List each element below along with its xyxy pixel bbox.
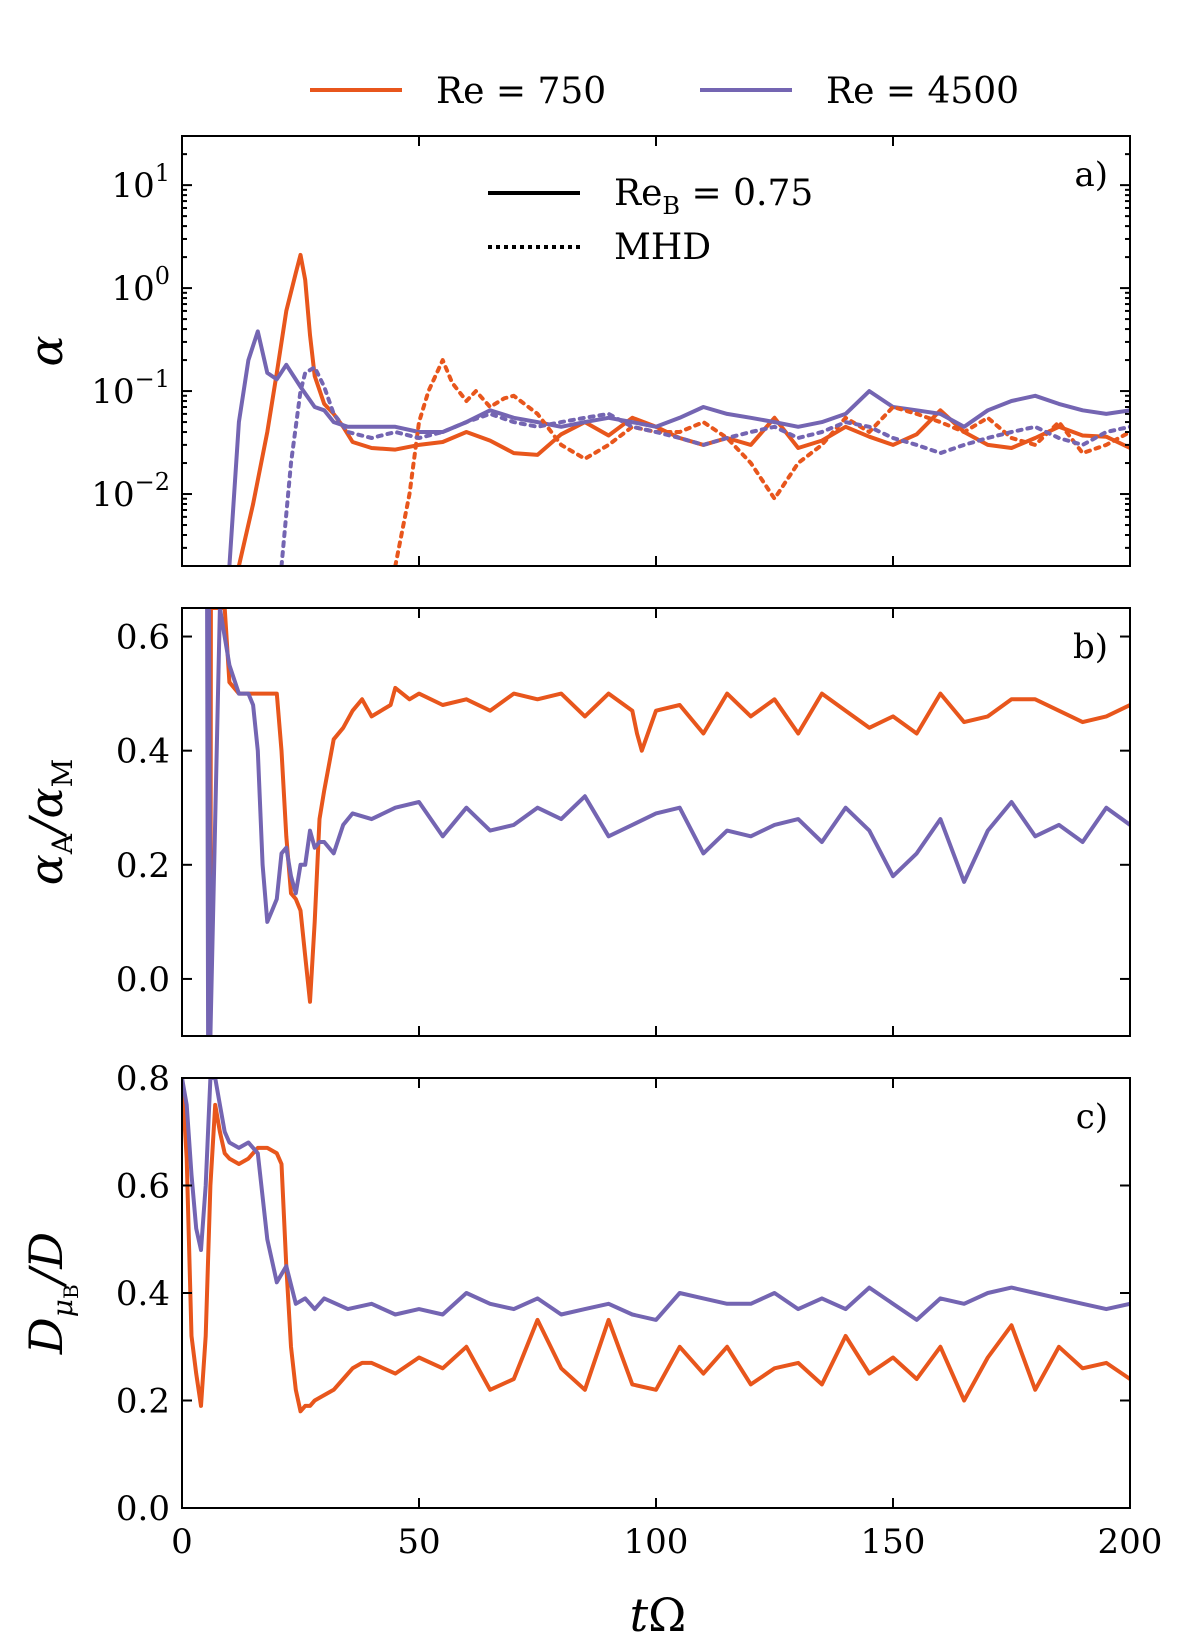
y-tick-label: 0.6 — [116, 1167, 170, 1207]
y-axis-label: DμB/D — [19, 1232, 83, 1355]
series-line-1-1 — [205, 608, 1130, 1036]
series-group — [182, 1078, 1130, 1414]
y-tick-label: 0.4 — [116, 1274, 170, 1314]
legend-label-mhd: MHD — [614, 227, 711, 268]
legend-label-re750: Re = 750 — [436, 71, 606, 112]
series-line-2-1 — [182, 1078, 1130, 1322]
series-line-1-0 — [207, 608, 1130, 1036]
style-legend: ReB = 0.75 MHD — [488, 173, 813, 268]
series-line-2-0 — [182, 1078, 1130, 1414]
legend-label-solid: ReB = 0.75 — [614, 173, 813, 220]
series-line-0-2 — [393, 358, 1130, 566]
panel-tag: c) — [1076, 1097, 1108, 1137]
series-line-0-3 — [279, 365, 1130, 566]
x-tick-label: 0 — [171, 1522, 193, 1562]
y-axis-label: α — [19, 335, 73, 366]
y-tick-label: 0.2 — [116, 1382, 170, 1422]
series-line-0-0 — [236, 252, 1130, 566]
panel-tag: b) — [1073, 627, 1108, 667]
series-legend: Re = 750 Re = 4500 — [310, 71, 1019, 112]
y-tick-label: 0.0 — [116, 960, 170, 1000]
x-tick-label: 200 — [1098, 1522, 1163, 1562]
y-tick-label: 0.8 — [116, 1059, 170, 1099]
x-tick-label: 100 — [624, 1522, 689, 1562]
panel-2: 0 50 100 150 200 0.0 0.2 0.4 0.6 0.8 c) DμB/D — [19, 1059, 1162, 1562]
y-tick-label: 101 — [111, 159, 170, 206]
series-line-0-1 — [227, 329, 1130, 566]
y-tick-label: 0.2 — [116, 846, 170, 886]
y-tick-label: 10−1 — [91, 365, 170, 412]
y-tick-label: 0.6 — [116, 618, 170, 658]
legend-label-re4500: Re = 4500 — [826, 71, 1019, 112]
plot-frame — [181, 607, 1131, 1037]
y-axis-label: αA/αM — [19, 759, 79, 886]
x-axis-label: tΩ — [630, 1588, 687, 1642]
y-tick-label: 10−2 — [91, 468, 170, 515]
y-tick-label: 0.0 — [116, 1489, 170, 1529]
x-tick-label: 150 — [861, 1522, 926, 1562]
panels: 10−2 10−1 100 101 a) α 0.0 0.2 0.4 0.6 b) αA/αM 0 50 1… — [19, 135, 1162, 1562]
series-group — [227, 252, 1130, 566]
panel-0: 10−2 10−1 100 101 a) α — [19, 135, 1131, 567]
series-group — [205, 608, 1130, 1036]
x-tick-label: 50 — [397, 1522, 440, 1562]
panel-1: 0.0 0.2 0.4 0.6 b) αA/αM — [19, 607, 1131, 1037]
y-tick-label: 0.4 — [116, 732, 170, 772]
y-tick-label: 100 — [111, 262, 170, 309]
panel-tag: a) — [1074, 155, 1108, 195]
